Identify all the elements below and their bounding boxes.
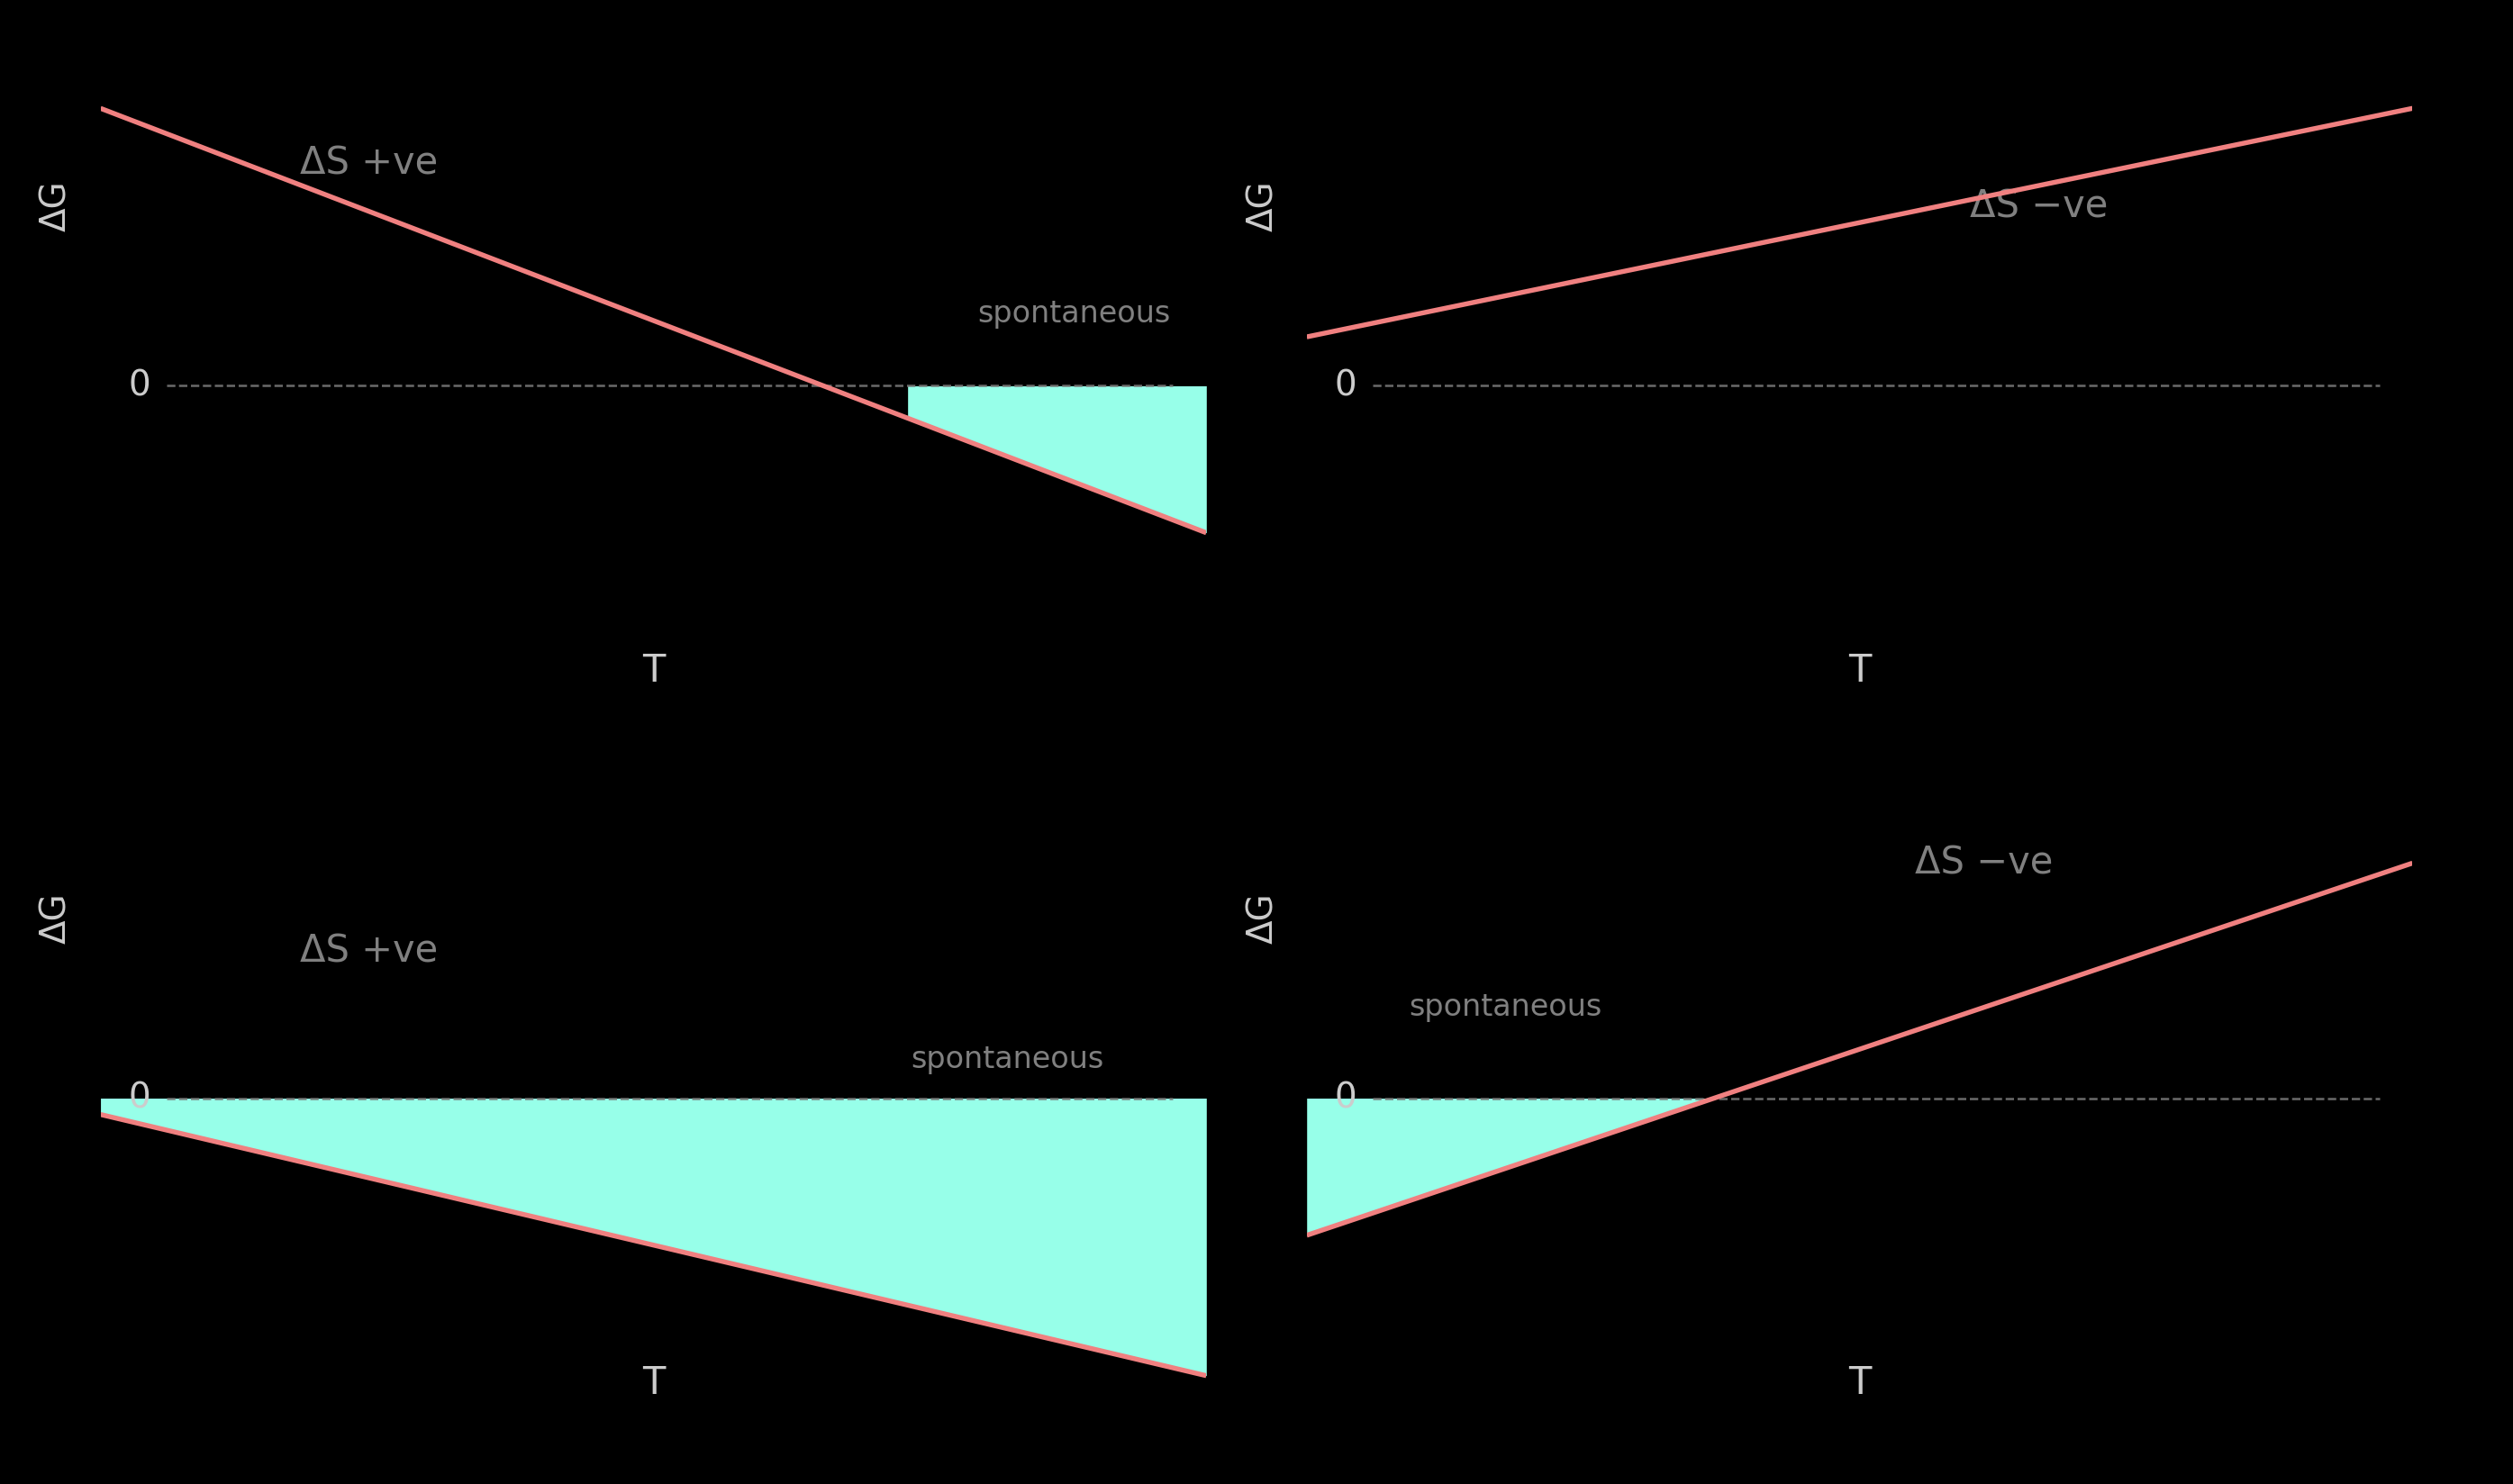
Text: spontaneous: spontaneous [978, 300, 1171, 329]
Text: T: T [1847, 1364, 1872, 1402]
Text: 0: 0 [128, 1080, 151, 1116]
Text: 0: 0 [128, 368, 151, 404]
Text: ΔS −ve: ΔS −ve [1970, 187, 2108, 226]
Text: spontaneous: spontaneous [1410, 991, 1603, 1021]
Text: T: T [1847, 651, 1872, 690]
Text: 0: 0 [1334, 368, 1357, 404]
Text: ΔS +ve: ΔS +ve [299, 145, 437, 183]
Text: spontaneous: spontaneous [910, 1045, 1103, 1074]
Text: ΔS −ve: ΔS −ve [1915, 844, 2053, 881]
Text: ΔS +ve: ΔS +ve [299, 932, 437, 971]
Text: 0: 0 [1334, 1080, 1357, 1116]
Text: ΔG: ΔG [40, 181, 73, 232]
Text: ΔG: ΔG [40, 893, 73, 944]
Text: ΔG: ΔG [1246, 893, 1279, 944]
Text: T: T [641, 651, 666, 690]
Text: T: T [641, 1364, 666, 1402]
Text: ΔG: ΔG [1246, 181, 1279, 232]
